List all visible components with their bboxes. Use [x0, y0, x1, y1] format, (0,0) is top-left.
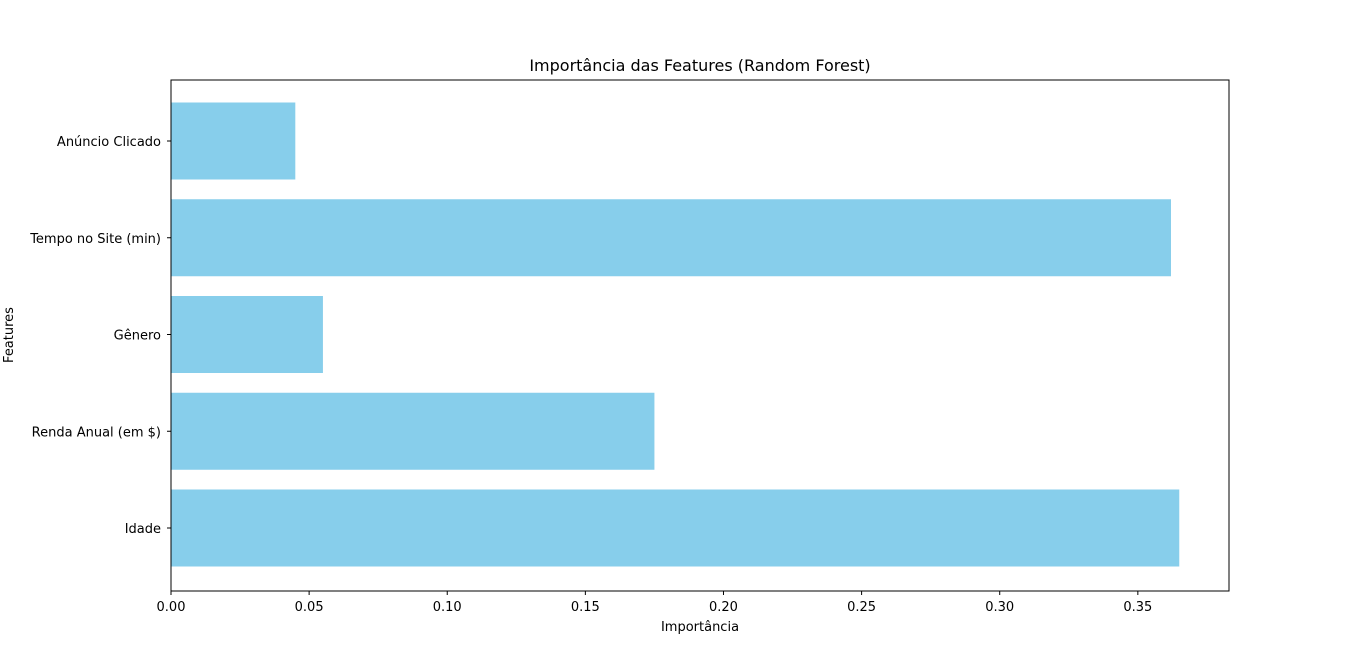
bar-3 [171, 199, 1171, 277]
bar-2 [171, 296, 323, 373]
y-tick-label: Renda Anual (em $) [32, 425, 161, 440]
bar-0 [171, 489, 1180, 567]
chart-title: Importância das Features (Random Forest) [529, 56, 870, 75]
y-tick-label: Anúncio Clicado [57, 135, 161, 150]
y-tick-label: Tempo no Site (min) [29, 232, 161, 247]
plot-frame [170, 79, 1230, 592]
x-tick-label: 0.05 [295, 600, 324, 615]
x-tick-label: 0.15 [571, 600, 600, 615]
x-tick-label: 0.30 [985, 600, 1014, 615]
bars-group [171, 102, 1180, 567]
x-axis: 0.00 0.05 0.10 0.15 0.20 0.25 0.30 0.35 [157, 591, 1152, 615]
x-tick-label: 0.00 [157, 600, 186, 615]
y-axis: Idade Renda Anual (em $) Gênero Tempo no Si… [29, 135, 171, 537]
x-axis-label: Importância [661, 620, 739, 635]
x-tick-label: 0.25 [847, 600, 876, 615]
x-tick-label: 0.20 [709, 600, 738, 615]
y-tick-label: Gênero [114, 329, 161, 344]
y-tick-label: Idade [125, 522, 161, 537]
x-tick-label: 0.35 [1123, 600, 1152, 615]
y-axis-label: Features [2, 307, 17, 363]
bar-4 [171, 102, 296, 180]
bar-1 [171, 392, 655, 470]
x-tick-label: 0.10 [433, 600, 462, 615]
